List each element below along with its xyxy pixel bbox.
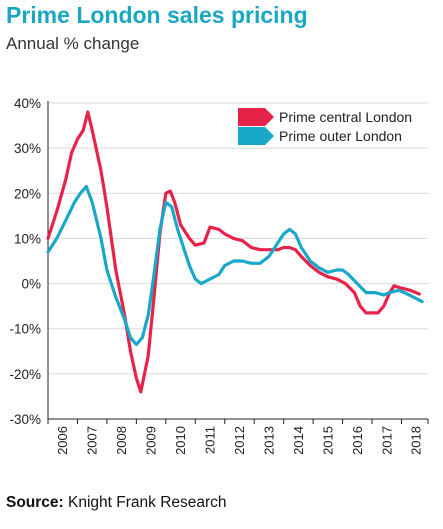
y-tick-label: 40% bbox=[14, 96, 41, 111]
x-tick-label: 2008 bbox=[114, 426, 129, 455]
chart-title: Prime London sales pricing bbox=[6, 2, 308, 28]
x-tick-label: 2013 bbox=[261, 426, 276, 455]
x-tick-label: 2017 bbox=[379, 426, 394, 455]
legend-swatch bbox=[238, 127, 274, 145]
y-tick-label: 10% bbox=[14, 231, 41, 246]
x-tick-label: 2015 bbox=[320, 426, 335, 455]
x-tick-label: 2010 bbox=[173, 426, 188, 455]
x-tick-label: 2009 bbox=[144, 426, 159, 455]
y-tick-label: -30% bbox=[9, 412, 41, 427]
legend-swatch bbox=[238, 108, 274, 126]
line-chart: 40% 30% 20% 10% 0% -10% -20% -30% 2006 2007 2008 20… bbox=[9, 96, 429, 455]
series-line-central bbox=[46, 110, 421, 394]
y-tick-label: -10% bbox=[9, 322, 41, 337]
x-tick-label: 2014 bbox=[291, 426, 306, 455]
legend-label: Prime outer London bbox=[279, 128, 402, 144]
source-text: Knight Frank Research bbox=[68, 494, 227, 511]
x-tick-label: 2007 bbox=[85, 426, 100, 455]
x-tick-label: 2006 bbox=[55, 426, 70, 455]
series-line-outer bbox=[46, 184, 424, 347]
x-tick-label: 2016 bbox=[350, 426, 365, 455]
x-tick-label: 2012 bbox=[232, 426, 247, 455]
x-tick-label: 2011 bbox=[203, 426, 218, 454]
source-note: Source: Knight Frank Research bbox=[6, 494, 227, 512]
y-tick-label: 20% bbox=[14, 186, 41, 201]
chart-subtitle: Annual % change bbox=[6, 34, 140, 53]
y-tick-label: -20% bbox=[9, 367, 41, 382]
legend-label: Prime central London bbox=[279, 109, 412, 125]
x-tick-label: 2018 bbox=[409, 426, 424, 455]
y-tick-label: 0% bbox=[21, 277, 41, 292]
y-tick-label: 30% bbox=[14, 141, 41, 156]
source-label: Source: bbox=[6, 494, 64, 511]
